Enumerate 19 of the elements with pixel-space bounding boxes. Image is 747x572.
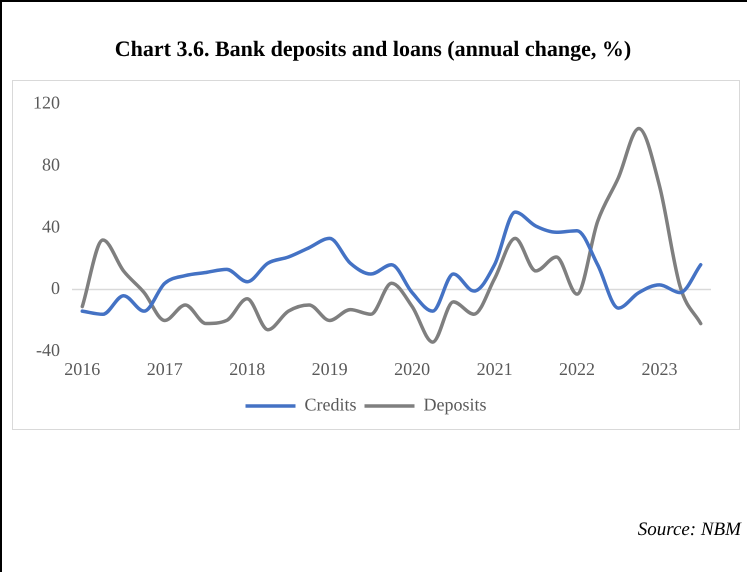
- line-series: [80, 126, 702, 344]
- x-tick-label: 2023: [641, 358, 678, 379]
- y-tick-label: -40: [36, 340, 60, 360]
- x-tick-label: 2017: [146, 358, 183, 379]
- y-tick-label: 120: [33, 92, 60, 113]
- x-tick-label: 2018: [229, 358, 266, 379]
- source-note: Source: NBM: [638, 519, 741, 541]
- legend-label: Credits: [304, 394, 356, 415]
- x-tick-label: 2019: [312, 358, 348, 379]
- y-tick-label: 0: [51, 278, 60, 298]
- y-tick-label: 40: [42, 216, 60, 236]
- y-tick-label: 80: [42, 154, 60, 174]
- x-tick-label: 2022: [559, 358, 596, 379]
- x-tick-label: 2016: [64, 358, 100, 379]
- x-tick-label: 2020: [394, 358, 430, 379]
- chart-title: Chart 3.6. Bank deposits and loans (annual change, %): [114, 36, 632, 62]
- legend-label: Deposits: [424, 394, 486, 415]
- line-series: [80, 210, 702, 316]
- x-tick-label: 2021: [476, 358, 513, 379]
